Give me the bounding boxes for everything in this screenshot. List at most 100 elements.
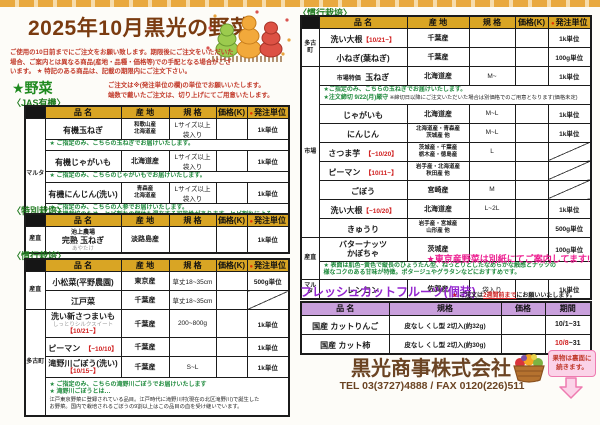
price-cell (514, 28, 549, 48)
price-cell (514, 122, 549, 143)
col-unit: ●発注単位 (547, 15, 592, 29)
spec-cell (468, 160, 516, 181)
spec-cell (468, 28, 516, 48)
table-row: 産直 バターナッツ かぼちゃ 茨城産 100g単位 (300, 236, 592, 281)
origin-cell: 岩手産・宮城産 山形産 他 (406, 217, 470, 238)
table-row: じゃがいも 北海道産 M~L 1k単位 (301, 103, 592, 124)
table-row: マルタ 有機玉ねぎ 和歌山産 北海道産 Lサイズ以上 袋入り 1k単位 (24, 117, 290, 231)
unit-cell: 1k単位 (547, 279, 592, 300)
price-cell (215, 181, 248, 204)
spec-cell: Lサイズ以上 袋入り (168, 118, 217, 140)
origin-cell: 淡路島産 (120, 225, 170, 254)
unit-cell: 1k単位 (246, 225, 290, 254)
col-price: 価格(K) (215, 105, 248, 119)
page-title: 2025年10月黒光の野菜 (28, 17, 252, 40)
table-row: 多古町 洗い新さつまいも しっとりシルクスイート 【10/21~】 千葉産 20… (24, 309, 290, 416)
spec-cell: M~ (468, 66, 516, 86)
table-row: きゅうり 岩手産・宮城産 山形産 他 500g単位 (301, 217, 592, 238)
spec-cell: M~L (468, 103, 516, 124)
table-header-row: 品 名 産 地 規 格 価格(K) ●発注単位 (24, 258, 290, 272)
price-cell (215, 356, 248, 378)
variety-name: しっとりシルクスイート (52, 321, 114, 328)
top-decorative-border (0, 0, 600, 7)
group-label: 市場 (300, 66, 320, 238)
jas-section-label: 〈JAS有機〉 (12, 98, 66, 108)
col-name: 品 名 (300, 301, 390, 316)
col-name: 品 名 (44, 105, 122, 119)
price-cell (514, 103, 549, 124)
intro-text: ご使用の10日前までにご注文をお願い致します。期限後にご注文をいただいた場合、ご… (10, 49, 234, 76)
unit-cell: 1k単位 (547, 103, 592, 124)
spec-cell: L (468, 141, 516, 162)
product-name: 国産 カットりんご (312, 321, 379, 331)
unit-cell: 1k単位 (547, 66, 592, 86)
price-cell (215, 271, 248, 291)
col-price: 価格 (500, 301, 546, 316)
origin-cell: 千葉産 (406, 47, 470, 67)
origin-cell: 千葉産 (120, 337, 170, 357)
product-note: ★ 表面は肌色~黄色で縦長のひょうたん型、ねっとりとしたなめらかな触感とナッツの… (318, 260, 592, 281)
product-name: 有機じゃがいも (55, 157, 111, 167)
product-name: 小松菜(平野農園) (52, 278, 114, 287)
unit-cell-crossed (547, 160, 592, 181)
product-note: ★ ご指定のみ、こちらの滝野川ごぼうでお届けいたします (49, 381, 207, 388)
table-row: 滝野川ごぼう(洗い) 【10/15~】 千葉産 S~L 1k単位 (25, 356, 290, 378)
conventional-right-table: 品 名 産 地 規 格 価格(K) ●発注単位 多古町 洗い大根【10/21~】… (300, 15, 592, 301)
availability-date: 【10/21~】 (66, 327, 100, 335)
table-row: 市場 市場特価 玉ねぎ 北海道産 M~ 1k単位 (300, 66, 592, 238)
price-cell (215, 225, 248, 254)
origin-cell: 青森産 北海道産 (120, 181, 170, 204)
unit-cell-crossed (246, 290, 290, 310)
availability-date: 【~10/20】 (362, 207, 396, 215)
unit-cell: 500g単位 (246, 271, 290, 291)
origin-cell: 和歌山産 北海道産 (120, 118, 170, 140)
product-name: 江戸菜 (71, 297, 95, 306)
spec-cell: 皮なし くし型 2切入(約30g) (388, 333, 502, 354)
company-name: 黒光商事株式会社 (351, 358, 511, 380)
table-row: 国産 カット柿 皮なし くし型 2切入(約30g) 10/8~31 (300, 333, 592, 354)
table-row: ごぼう 宮崎産 M (301, 179, 592, 200)
unit-cell: 1k単位 (246, 309, 290, 338)
col-spec: 規 格 (168, 213, 217, 227)
origin-cell: 茨城産・千葉産 栃木産・徳島産 (406, 141, 470, 162)
spec-cell (168, 337, 217, 357)
spec-cell: 皮なし くし型 2切入(約32g) (388, 314, 502, 335)
market-price-prefix: 市場特価 (336, 76, 361, 82)
unit-cell: 100g単位 (547, 236, 592, 262)
price-cell (514, 141, 549, 162)
origin-cell: 千葉産 (406, 28, 470, 48)
product-note: ★ 滝野川ごぼうとは… (49, 389, 111, 396)
table-row: 国産 カットりんご 皮なし くし型 2切入(約32g) 10/1~31 (300, 314, 592, 335)
table-row: 多古町 洗い大根【10/21~】 千葉産 1k単位 (300, 28, 592, 67)
origin-cell: 北海道産 (120, 149, 170, 172)
deadline-highlight: 2週間前まで (483, 293, 517, 299)
contact-phone-fax: TEL 03(3727)4888 / FAX 0120(226)511 (339, 380, 525, 392)
farm-name: 池上農場 (70, 230, 95, 236)
table-row: マルタ レンコン 佐賀産 袋入り 1k単位 (300, 279, 592, 300)
availability-date: 【10/21~】 (362, 37, 396, 44)
period: 10/1~31 (555, 321, 581, 328)
col-name: 品 名 (318, 15, 408, 29)
spec-cell: Lサイズ以上 袋入り (168, 149, 217, 172)
deadline-note-detail: ※締切日以降にご注文いただいた場合は別価格でのご用意となります(価格未定) (388, 94, 578, 101)
col-unit: ●発注単位 (246, 213, 290, 227)
fruit-basket-icon (513, 354, 545, 383)
product-name: 国産 カット柿 (320, 340, 371, 350)
availability-date: 【~10/10】 (84, 346, 118, 353)
price-cell (514, 217, 549, 238)
note-row: ★ ご指定のみ、こちらの滝野川ごぼうでお届けいたします ★ 滝野川ごぼうとは… … (25, 377, 290, 416)
note-row: ★ 表面は肌色~黄色で縦長のひょうたん型、ねっとりとしたなめらかな触感とナッツの… (301, 260, 592, 281)
price-cell (215, 337, 248, 357)
spec-cell: M~L (468, 122, 516, 143)
col-name: 品 名 (44, 213, 122, 227)
table-header-row: 品 名 産 地 規 格 価格(K) ●発注単位 (300, 15, 592, 29)
kanko-left-section-label: 〈慣行栽培〉 (12, 251, 67, 261)
price-cell (514, 160, 549, 181)
group-header-cell (24, 213, 46, 227)
col-name: 品 名 (44, 258, 122, 272)
unit-cell: 1k単位 (246, 118, 290, 140)
red-dot-icon: ● (249, 111, 254, 117)
origin-cell: 東京産 (120, 271, 170, 291)
product-note-detail: 江戸東京野菜に登録されている品目。江戸時代に滝野川村(現在の北区滝野川)で誕生し… (49, 397, 260, 411)
origin-cell: 北海道産 (406, 66, 470, 86)
